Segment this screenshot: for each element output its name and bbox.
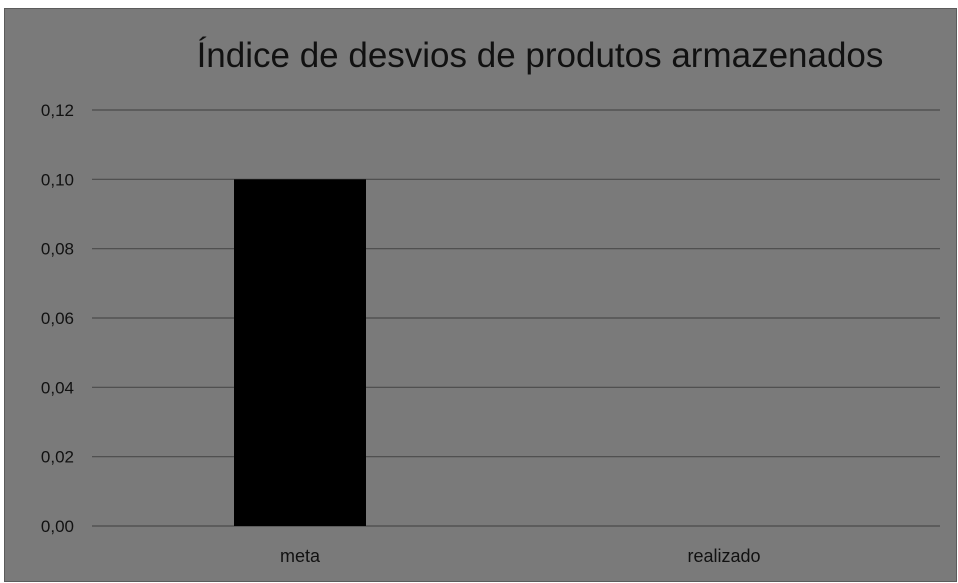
- y-tick-label: 0,08: [41, 240, 74, 259]
- x-axis-labels: meta realizado: [280, 546, 761, 566]
- chart-title: Índice de desvios de produtos armazenado…: [197, 36, 884, 75]
- bars: [234, 179, 366, 527]
- y-tick-label: 0,10: [41, 170, 74, 189]
- y-tick-label: 0,06: [41, 309, 74, 328]
- x-category-label: realizado: [687, 546, 760, 566]
- y-tick-label: 0,00: [41, 517, 74, 536]
- y-axis-ticks: 0,00 0,02 0,04 0,06 0,08 0,10 0,12: [41, 101, 74, 536]
- y-tick-label: 0,02: [41, 448, 74, 467]
- x-category-label: meta: [280, 546, 321, 566]
- gridlines: [92, 109, 940, 527]
- chart-area: [4, 8, 957, 582]
- y-tick-label: 0,12: [41, 101, 74, 120]
- bar-meta: [234, 179, 366, 527]
- y-tick-label: 0,04: [41, 378, 74, 397]
